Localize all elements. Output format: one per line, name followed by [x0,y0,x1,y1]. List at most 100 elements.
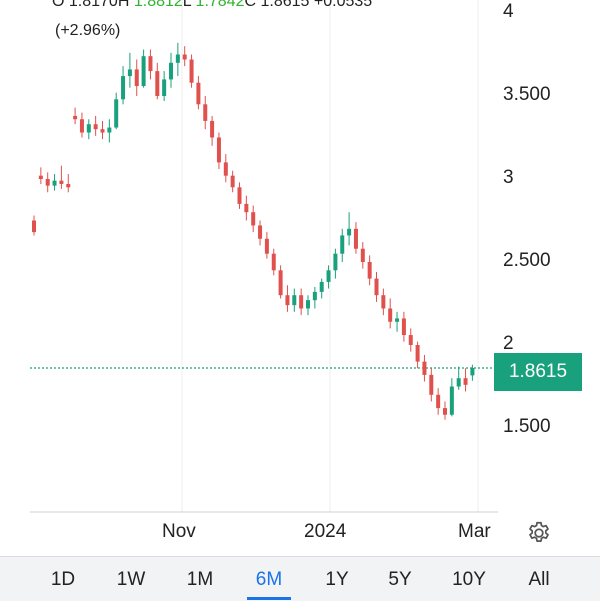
candle-body [66,183,71,188]
candle [449,378,454,417]
candle-body [38,175,43,179]
candle-body [306,300,310,309]
range-tab-6m[interactable]: 6M [255,569,283,590]
candle-body [127,69,132,77]
range-tab-5y[interactable]: 5Y [388,569,412,590]
gear-icon[interactable] [526,520,552,546]
candle-body [271,253,276,271]
candle [148,49,153,80]
candle [73,107,78,125]
candle-body [59,180,64,184]
candle [395,311,400,332]
candle-body [230,175,235,188]
candle-body [395,318,400,322]
candle-body [73,115,78,120]
ohlc-low: 1.7842 [195,0,245,10]
candle [32,215,36,236]
candle [196,76,201,110]
candle [456,366,461,390]
candle-body [86,124,91,133]
candle-body [374,278,379,296]
candle-body [251,212,256,226]
candle [86,119,91,140]
candle-body [45,179,50,186]
candle-body [100,129,105,133]
candle-body [32,220,36,233]
candle [223,154,228,183]
ohlc-readout: O 1.8170H 1.8812L 1.7842C 1.8615 +0.0535 [52,0,372,11]
candle [285,285,290,312]
candle [230,170,235,193]
candle [114,92,119,130]
candle-body [299,295,304,309]
candle [210,115,215,146]
candle [59,165,64,189]
candle-body [52,180,57,186]
range-tab-10y[interactable]: 10Y [452,569,486,590]
candle [306,295,310,316]
candle-body [203,104,208,121]
candle-body [244,203,249,213]
candle [169,52,173,88]
range-tab-1w[interactable]: 1W [116,569,146,590]
candle [100,120,105,140]
candle-body [169,62,173,80]
candle-body [196,82,201,105]
candle [79,112,84,138]
y-tick-label: 3.500 [503,84,551,105]
candle-body [175,54,180,63]
candle-body [381,295,386,309]
ohlc-high-label: H [117,0,130,10]
candle [388,298,393,329]
candle [182,46,187,67]
candle-body [114,99,119,128]
candle-body [456,378,461,387]
candle [353,222,358,254]
candle-body [182,54,187,60]
range-tab-all[interactable]: All [528,569,550,590]
candle-body [429,374,434,395]
ohlc-low-label: L [182,0,192,10]
candle [415,341,420,369]
candle [244,195,249,221]
candle-body [107,127,112,133]
candle-body [463,378,468,385]
candle-body [189,59,194,83]
candle-body [258,225,263,239]
x-tick-label: Nov [162,521,196,542]
price-chart[interactable] [0,0,600,556]
change-percent: (+2.96%) [55,22,121,39]
candle-body [292,295,297,306]
candle [162,71,167,101]
candle [278,265,283,299]
candle-body [360,248,365,262]
candle-body [162,79,167,96]
candle-body [388,308,393,322]
candle-body [148,56,153,72]
range-tab-1y[interactable]: 1Y [325,569,349,590]
candle-body [436,394,441,409]
candle [360,242,365,269]
candle-body [340,235,345,254]
range-tab-1d[interactable]: 1D [50,569,76,590]
candle [408,328,413,352]
candle-body [415,345,420,362]
candle [443,401,447,420]
y-tick-label: 1.500 [503,416,551,437]
candle-body [134,69,139,87]
current-price-badge: 1.8615 [494,353,582,391]
y-tick-label: 2 [503,333,514,354]
candle [374,271,379,302]
candle [470,364,475,381]
range-tab-1m[interactable]: 1M [186,569,214,590]
candle [422,354,427,382]
candle [429,368,434,402]
candle-body [141,56,146,87]
candle [45,172,50,193]
candle-body [326,270,331,282]
candle-body [449,386,454,415]
candle [155,62,160,100]
candle-body [367,262,372,279]
candle [271,248,276,276]
range-selector: 1D 1W 1M 6M 1Y 5Y 10Y All [0,556,600,601]
